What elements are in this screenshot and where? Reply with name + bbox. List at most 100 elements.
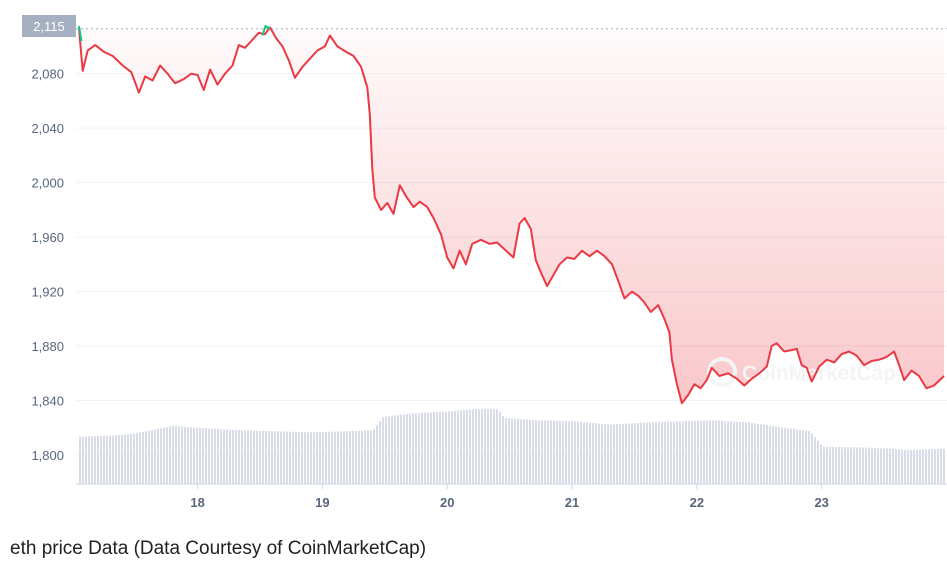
y-tick-label: 1,800 [31, 448, 64, 463]
volume-bar [445, 411, 447, 484]
volume-bar [943, 448, 945, 484]
volume-bar [145, 431, 147, 484]
volume-bar [583, 422, 585, 484]
volume-bar [850, 447, 852, 484]
volume-bar [169, 426, 171, 484]
volume-bar [271, 431, 273, 484]
volume-bar [565, 421, 567, 484]
volume-bar [256, 430, 258, 484]
volume-bar [307, 432, 309, 484]
volume-bar [652, 422, 654, 484]
volume-bar [817, 440, 819, 484]
volume-bar [115, 435, 117, 484]
volume-bar [811, 433, 813, 484]
y-tick-label: 2,040 [31, 121, 64, 136]
y-tick-label: 2,000 [31, 176, 64, 191]
volume-bar [778, 426, 780, 484]
volume-bar [553, 420, 555, 484]
volume-bar [859, 447, 861, 484]
volume-bar [664, 421, 666, 484]
volume-bar [493, 409, 495, 484]
volume-bar [88, 436, 90, 484]
volume-bar [880, 448, 882, 484]
volume-bar [916, 449, 918, 484]
volume-bar [289, 431, 291, 484]
volume-bar [505, 418, 507, 484]
volume-bar [313, 432, 315, 484]
volume-bar [364, 430, 366, 484]
volume-bar [427, 412, 429, 484]
volume-bar [640, 422, 642, 484]
volume-bar [784, 427, 786, 484]
volume-bar [274, 431, 276, 484]
volume-bar [262, 430, 264, 484]
volume-bar [214, 428, 216, 484]
volume-bar [709, 420, 711, 484]
volume-bar [853, 447, 855, 484]
volume-bar [478, 409, 480, 484]
volume-bar [874, 447, 876, 484]
volume-bar [919, 449, 921, 484]
volume-bar [220, 429, 222, 484]
volume-bar [163, 427, 165, 484]
volume-bar [226, 429, 228, 484]
volume-bar [310, 432, 312, 484]
volume-bar [358, 430, 360, 484]
volume-bar [376, 425, 378, 484]
volume-bar [499, 411, 501, 484]
volume-bar [913, 449, 915, 484]
volume-bar [676, 421, 678, 484]
volume-bar [100, 435, 102, 484]
volume-bar [82, 436, 84, 484]
volume-bar [142, 431, 144, 484]
volume-bar [685, 421, 687, 484]
volume-bar [442, 411, 444, 484]
volume-bar [85, 436, 87, 484]
volume-bar [397, 415, 399, 484]
volume-bar [613, 424, 615, 484]
volume-bar [547, 420, 549, 484]
volume-bar [406, 414, 408, 484]
volume-bar [109, 435, 111, 484]
volume-bar [520, 419, 522, 484]
volume-bar [562, 421, 564, 484]
volume-bar [175, 425, 177, 484]
volume-bar [616, 424, 618, 484]
volume-bar [544, 420, 546, 484]
volume-bar [595, 423, 597, 484]
volume-bar [370, 430, 372, 484]
volume-bar [835, 446, 837, 484]
volume-bar [436, 412, 438, 484]
volume-bar [598, 423, 600, 484]
volume-bar [157, 428, 159, 484]
volume-bar [202, 428, 204, 484]
volume-bar [904, 449, 906, 484]
volume-bar [340, 431, 342, 484]
volume-bar [334, 431, 336, 484]
volume-bar [439, 411, 441, 484]
volume-bar [895, 449, 897, 484]
volume-bar [280, 431, 282, 484]
volume-bar [301, 432, 303, 484]
volume-bar [355, 430, 357, 484]
volume-bar [151, 430, 153, 484]
watermark-text: CoinMarketCap [742, 362, 896, 385]
volume-bar [673, 421, 675, 484]
volume-bar [937, 449, 939, 484]
volume-bar [574, 421, 576, 484]
volume-bar [550, 420, 552, 484]
volume-bar [592, 423, 594, 484]
volume-bar [619, 424, 621, 484]
volume-bar [604, 424, 606, 484]
volume-bar [268, 431, 270, 484]
volume-bar [469, 409, 471, 484]
volume-bar [484, 409, 486, 484]
volume-bar [133, 433, 135, 484]
volume-bar [691, 421, 693, 484]
volume-bar [781, 427, 783, 484]
volume-bar [661, 421, 663, 484]
y-tick-label: 1,880 [31, 339, 64, 354]
volume-bar [451, 411, 453, 484]
volume-bar [826, 446, 828, 484]
volume-bar [91, 436, 93, 484]
